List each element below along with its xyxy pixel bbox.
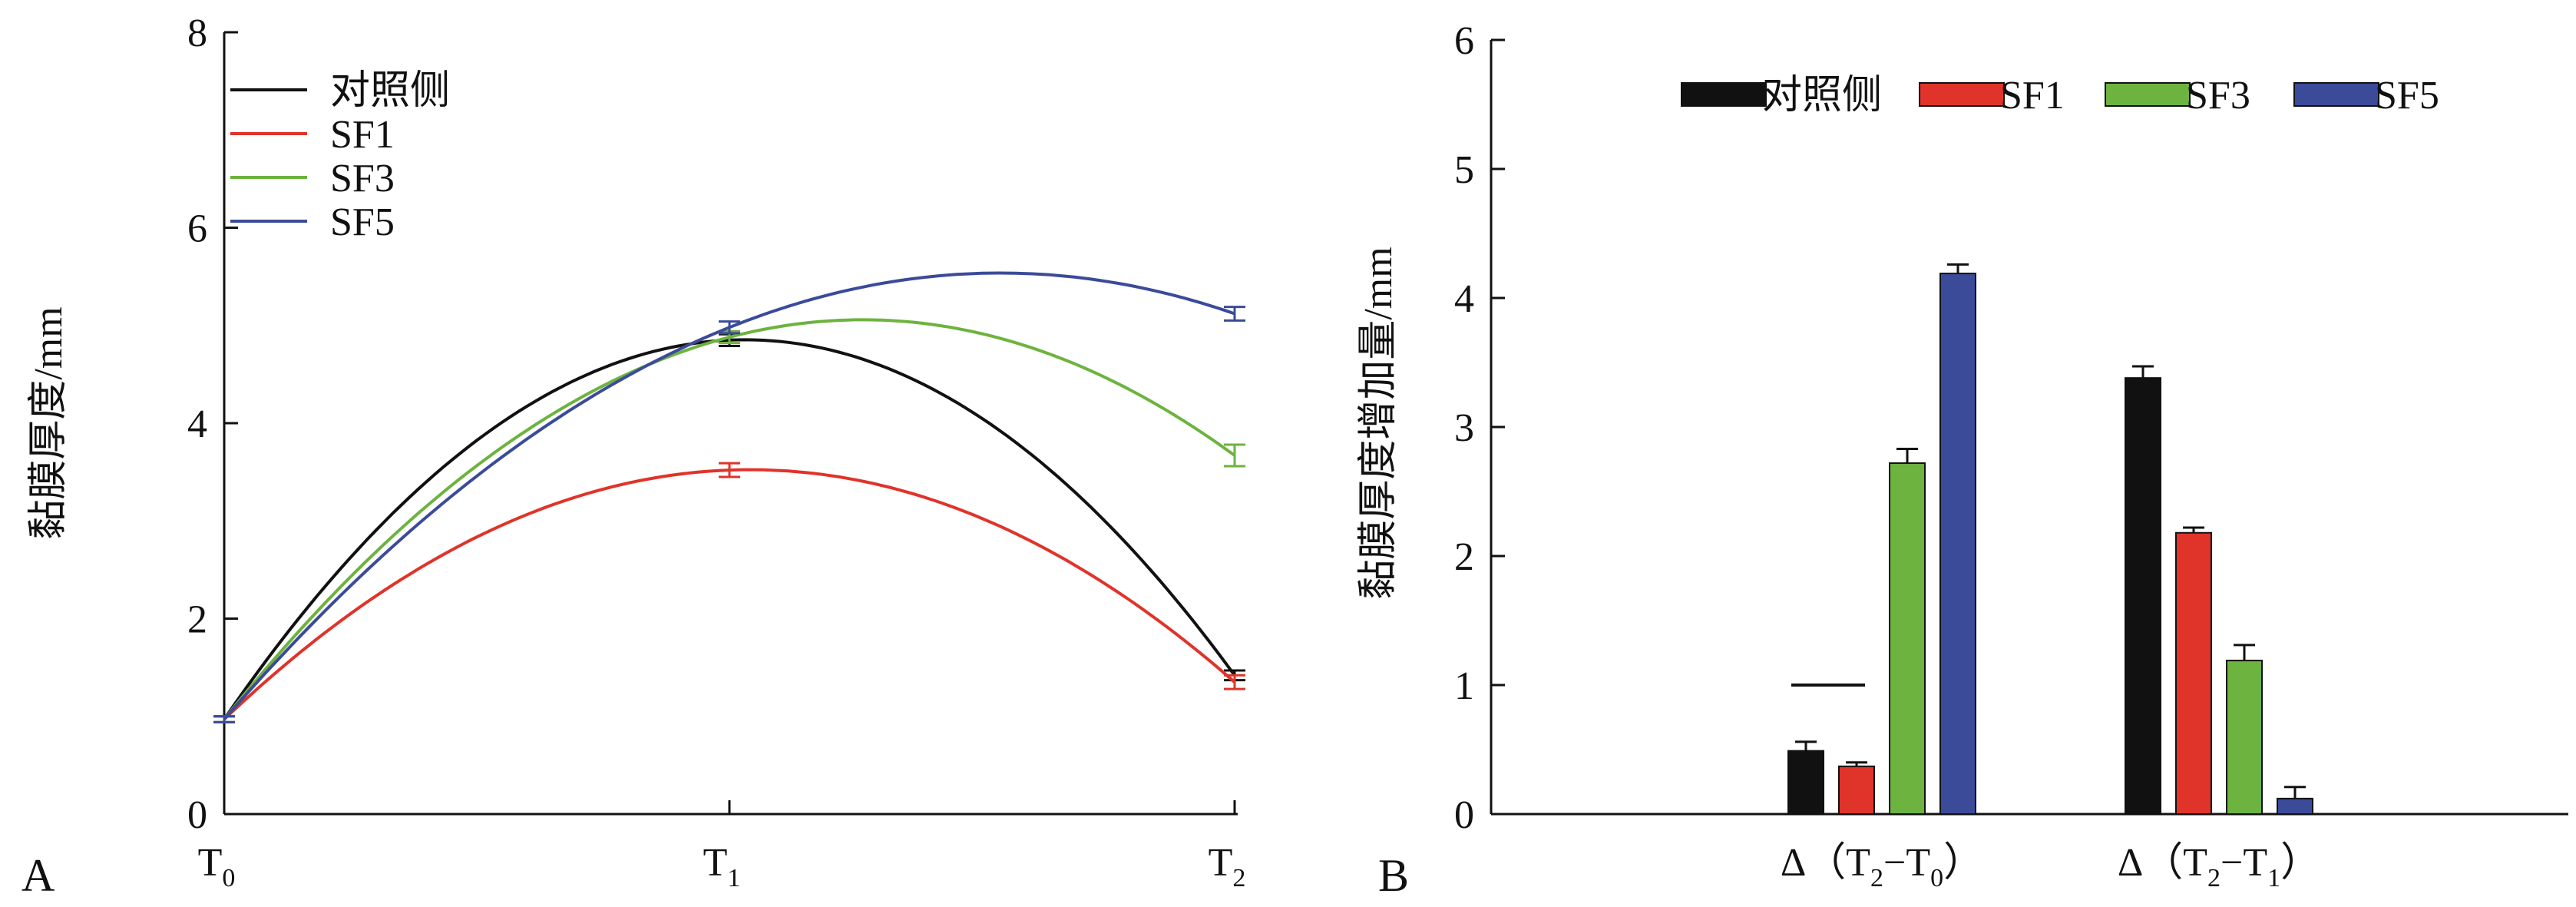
panel-b-y-tick-label: 4 — [1454, 277, 1474, 321]
panel-b-legend-swatch — [2293, 82, 2379, 107]
panel-a-series-line — [223, 338, 1236, 720]
panel-b-bar-chart: 0 1 2 3 4 5 6 Δ（T2−T0） Δ（T2−T1） 黏膜厚度增加量/mm B 对照… — [1357, 19, 2568, 901]
panel-a-letter: A — [21, 850, 55, 901]
panel-b-x-ticks: Δ（T2−T0） Δ（T2−T1） — [1781, 841, 2320, 892]
panel-b-y-tick-label: 2 — [1454, 535, 1474, 579]
panel-a-y-axis-title: 黏膜厚度/mm — [27, 306, 71, 539]
panel-b-y-tick-label: 3 — [1454, 406, 1474, 450]
panel-b-legend-label: 对照侧 — [1762, 74, 1882, 118]
panel-a-y-tick-label: 8 — [187, 12, 207, 55]
panel-a-x-tick-label: T2 — [1209, 841, 1246, 892]
panel-b-y-tick-label: 5 — [1454, 148, 1474, 192]
panel-a-y-tick-label: 6 — [187, 207, 207, 251]
panel-a-y-tick-label: 2 — [187, 598, 207, 642]
panel-b-x-tick-label: Δ（T2−T0） — [1781, 841, 1983, 892]
panel-b-bar — [2175, 531, 2212, 815]
panel-a-y-tick-label: 0 — [187, 793, 207, 837]
panel-b-legend-label: SF5 — [2375, 74, 2439, 118]
panel-b-legend-label: SF3 — [2186, 74, 2250, 118]
panel-a-legend-label: SF1 — [330, 113, 395, 157]
panel-a-legend-label: SF5 — [330, 200, 395, 244]
panel-a-series-line — [223, 318, 1236, 720]
panel-b-y-axis-title: 黏膜厚度增加量/mm — [1357, 247, 1400, 599]
panel-b-y-tick-label: 6 — [1454, 19, 1474, 63]
panel-b-bar — [2125, 377, 2161, 816]
panel-b-legend-swatch — [1919, 82, 2005, 107]
panel-b-y-tick-label: 0 — [1454, 793, 1474, 837]
panel-b-legend-label: SF1 — [2000, 74, 2065, 118]
panel-b-legend-swatch — [2105, 82, 2191, 107]
panel-a-y-ticks: 0 2 4 6 8 — [187, 12, 238, 837]
panel-b-bar — [1889, 462, 1926, 815]
panel-b-y-ticks: 0 1 2 3 4 5 6 — [1454, 19, 1505, 837]
panel-b-letter: B — [1378, 850, 1409, 901]
panel-a-legend-label: SF3 — [330, 157, 395, 200]
panel-a-x-tick-label: T0 — [198, 841, 236, 892]
panel-a-legend-label: 对照侧 — [330, 69, 450, 113]
panel-b-bars — [1787, 263, 2313, 816]
panel-b-bar — [1787, 750, 1824, 815]
panel-b-bar — [2277, 797, 2313, 815]
panel-b-y-tick-label: 1 — [1454, 664, 1474, 708]
panel-a-y-tick-label: 4 — [187, 402, 207, 446]
panel-b-x-tick-label: Δ（T2−T1） — [2118, 841, 2320, 892]
panel-b-bar — [1838, 765, 1875, 816]
panel-a-x-tick-label: T1 — [703, 841, 741, 892]
panel-a-series — [213, 271, 1245, 723]
panel-a-x-ticks: T0 T1 T2 — [198, 800, 1246, 892]
panel-b-legend: 对照侧 SF1 SF3 SF5 — [1681, 74, 2439, 118]
panel-b-bar — [1939, 273, 1976, 815]
panel-a-series-line — [223, 468, 1236, 721]
panel-b-legend-swatch — [1681, 82, 1767, 107]
panel-b-bar — [2226, 660, 2263, 816]
